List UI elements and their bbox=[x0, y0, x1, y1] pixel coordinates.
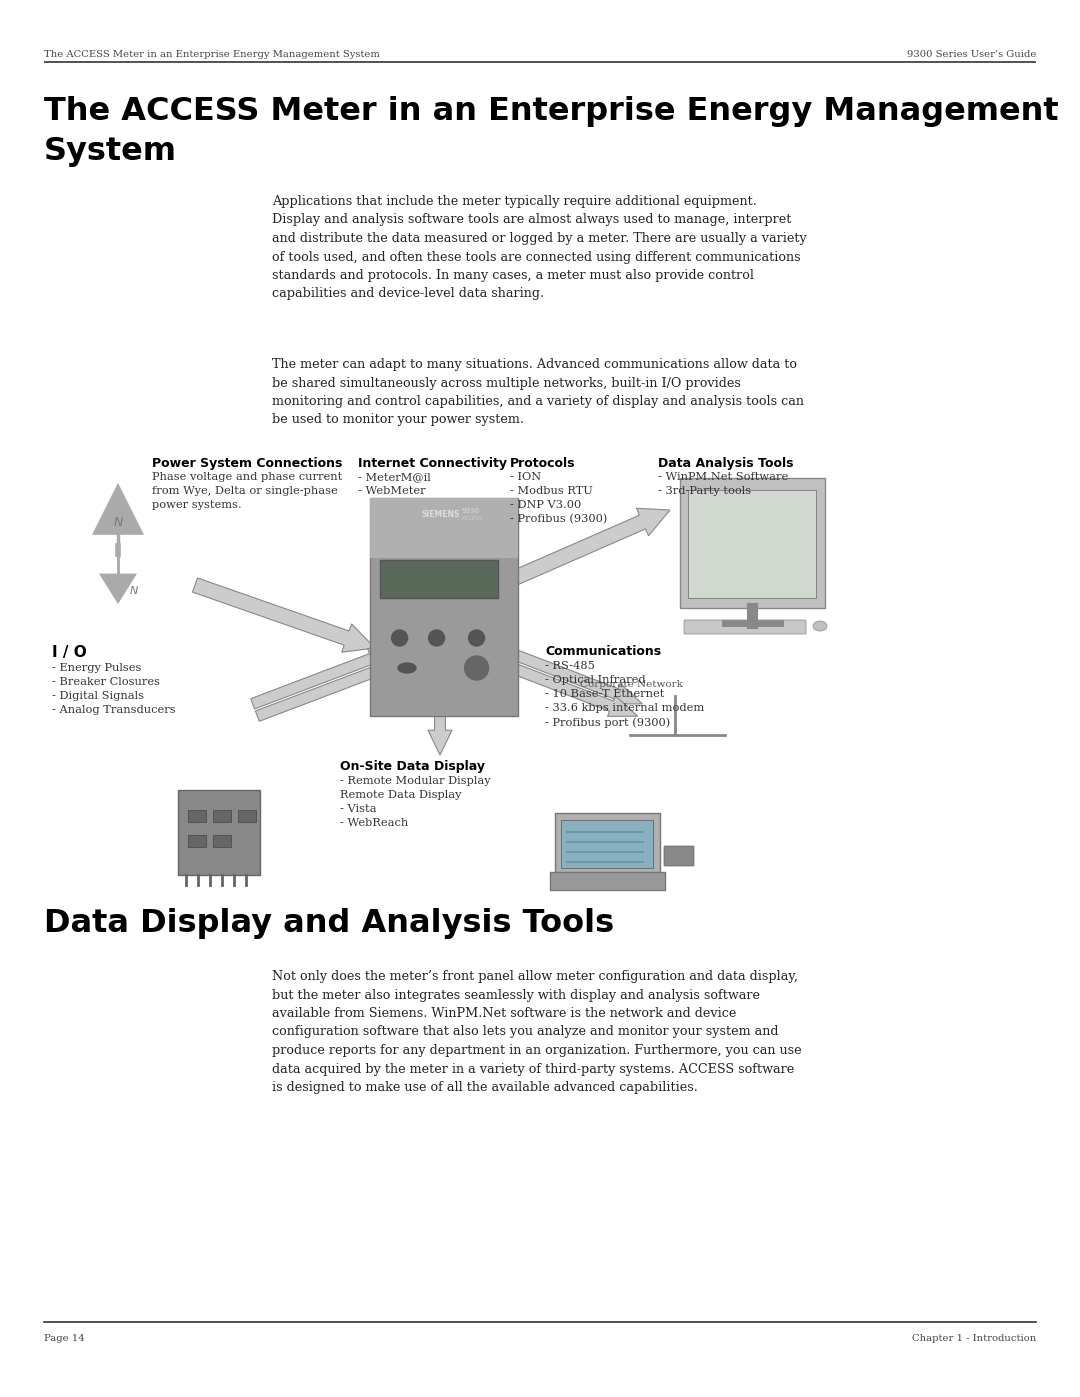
Text: N: N bbox=[130, 585, 138, 597]
FancyBboxPatch shape bbox=[188, 835, 206, 847]
FancyBboxPatch shape bbox=[555, 813, 660, 875]
Text: 9300 Series User’s Guide: 9300 Series User’s Guide bbox=[906, 50, 1036, 59]
Circle shape bbox=[429, 630, 445, 645]
Polygon shape bbox=[192, 578, 375, 652]
FancyBboxPatch shape bbox=[238, 810, 256, 821]
FancyBboxPatch shape bbox=[680, 478, 825, 608]
Text: - MeterM@il
- WebMeter: - MeterM@il - WebMeter bbox=[357, 472, 431, 496]
Text: - Remote Modular Display
Remote Data Display
- Vista
- WebReach: - Remote Modular Display Remote Data Dis… bbox=[340, 775, 490, 828]
Text: The ACCESS Meter in an Enterprise Energy Management: The ACCESS Meter in an Enterprise Energy… bbox=[44, 96, 1058, 127]
FancyBboxPatch shape bbox=[561, 820, 653, 868]
FancyBboxPatch shape bbox=[664, 847, 694, 866]
Polygon shape bbox=[511, 648, 643, 704]
Polygon shape bbox=[251, 648, 397, 708]
Text: - RS-485
- Optical Infrared
- 10 Base-T Ethernet
- 33.6 kbps internal modem
- Pr: - RS-485 - Optical Infrared - 10 Base-T … bbox=[545, 661, 704, 728]
FancyBboxPatch shape bbox=[370, 497, 518, 717]
Text: On-Site Data Display: On-Site Data Display bbox=[340, 760, 485, 773]
Text: Protocols: Protocols bbox=[510, 457, 576, 469]
Polygon shape bbox=[92, 483, 144, 535]
Ellipse shape bbox=[813, 622, 827, 631]
Text: - WinPM.Net Software
- 3rd-Party tools: - WinPM.Net Software - 3rd-Party tools bbox=[658, 472, 788, 496]
Text: The ACCESS Meter in an Enterprise Energy Management System: The ACCESS Meter in an Enterprise Energy… bbox=[44, 50, 380, 59]
Text: Internet Connectivity: Internet Connectivity bbox=[357, 457, 507, 469]
Text: Phase voltage and phase current
from Wye, Delta or single-phase
power systems.: Phase voltage and phase current from Wye… bbox=[152, 472, 342, 510]
Text: I / O: I / O bbox=[52, 645, 86, 659]
Text: N: N bbox=[113, 515, 123, 528]
Text: The meter can adapt to many situations. Advanced communications allow data to
be: The meter can adapt to many situations. … bbox=[272, 358, 804, 426]
Circle shape bbox=[469, 630, 485, 645]
Text: Communications: Communications bbox=[545, 645, 661, 658]
FancyBboxPatch shape bbox=[688, 490, 816, 598]
Circle shape bbox=[392, 630, 407, 645]
FancyBboxPatch shape bbox=[213, 810, 231, 821]
Text: - Energy Pulses
- Breaker Closures
- Digital Signals
- Analog Transducers: - Energy Pulses - Breaker Closures - Dig… bbox=[52, 664, 176, 715]
FancyBboxPatch shape bbox=[213, 835, 231, 847]
Text: System: System bbox=[44, 136, 177, 168]
Text: Not only does the meter’s front panel allow meter configuration and data display: Not only does the meter’s front panel al… bbox=[272, 970, 801, 1094]
FancyBboxPatch shape bbox=[178, 789, 260, 875]
FancyBboxPatch shape bbox=[684, 620, 806, 634]
Polygon shape bbox=[505, 661, 637, 717]
Polygon shape bbox=[428, 700, 453, 754]
Text: Data Analysis Tools: Data Analysis Tools bbox=[658, 457, 794, 469]
FancyBboxPatch shape bbox=[370, 497, 518, 557]
FancyBboxPatch shape bbox=[380, 560, 498, 598]
Polygon shape bbox=[507, 509, 670, 587]
Text: Applications that include the meter typically require additional equipment.
Disp: Applications that include the meter typi… bbox=[272, 196, 807, 300]
Text: Chapter 1 - Introduction: Chapter 1 - Introduction bbox=[912, 1334, 1036, 1343]
Text: 9330: 9330 bbox=[462, 509, 480, 514]
Polygon shape bbox=[428, 548, 453, 604]
FancyBboxPatch shape bbox=[188, 810, 206, 821]
Text: - ION
- Modbus RTU
- DNP V3.00
- Profibus (9300): - ION - Modbus RTU - DNP V3.00 - Profibu… bbox=[510, 472, 607, 524]
Ellipse shape bbox=[399, 664, 416, 673]
Polygon shape bbox=[99, 574, 137, 604]
Text: Corporate Network: Corporate Network bbox=[580, 680, 683, 689]
Polygon shape bbox=[255, 661, 403, 721]
Text: Power System Connections: Power System Connections bbox=[152, 457, 342, 469]
Text: Data Display and Analysis Tools: Data Display and Analysis Tools bbox=[44, 908, 615, 939]
Circle shape bbox=[464, 657, 488, 680]
Text: ACCESS: ACCESS bbox=[462, 515, 483, 521]
FancyBboxPatch shape bbox=[550, 872, 665, 890]
Text: Page 14: Page 14 bbox=[44, 1334, 84, 1343]
Text: SIEMENS: SIEMENS bbox=[422, 510, 460, 520]
